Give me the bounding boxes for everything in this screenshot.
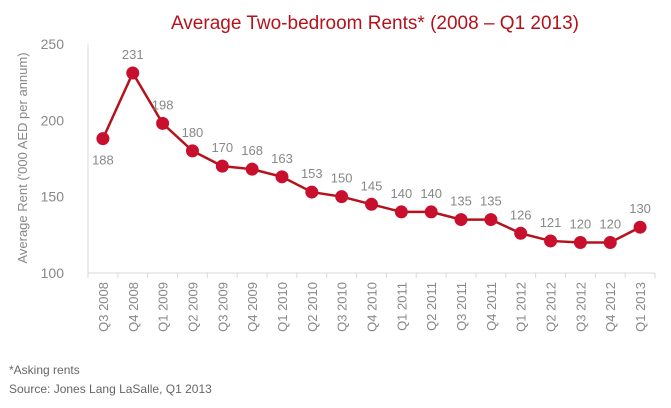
data-label: 170 <box>211 140 233 155</box>
x-tick-label: Q4 2010 <box>365 282 380 332</box>
x-tick-label: Q3 2010 <box>335 282 350 332</box>
x-tick-label: Q2 2010 <box>305 282 320 332</box>
x-tick-label: Q4 2008 <box>126 282 141 332</box>
data-label: 120 <box>570 216 592 231</box>
data-point <box>454 213 468 227</box>
x-tick-label: Q1 2013 <box>633 282 648 332</box>
y-axis-label: Average Rent ('000 AED per annum) <box>15 52 30 263</box>
x-tick-label: Q1 2012 <box>514 282 529 332</box>
y-tick-label: 200 <box>41 112 65 128</box>
data-label: 120 <box>599 216 621 231</box>
y-tick-label: 100 <box>41 265 65 281</box>
data-point <box>185 144 199 158</box>
data-label: 126 <box>510 207 532 222</box>
data-label: 168 <box>241 143 263 158</box>
data-label: 150 <box>331 171 353 186</box>
data-label: 140 <box>390 186 412 201</box>
data-label: 198 <box>152 97 174 112</box>
data-label: 140 <box>420 186 442 201</box>
data-point <box>245 162 259 176</box>
data-point <box>573 235 587 249</box>
x-tick-label: Q1 2011 <box>394 282 409 331</box>
x-tick-label: Q4 2012 <box>603 282 618 332</box>
data-point <box>394 205 408 219</box>
data-label: 153 <box>301 166 323 181</box>
data-label: 145 <box>361 178 383 193</box>
data-label: 121 <box>540 215 562 230</box>
data-point <box>156 116 170 130</box>
data-point <box>305 185 319 199</box>
footnote: *Asking rents <box>9 363 80 377</box>
data-point <box>633 220 647 234</box>
x-tick-label: Q3 2012 <box>573 282 588 332</box>
data-label: 130 <box>629 201 651 216</box>
x-tick-label: Q4 2009 <box>245 282 260 332</box>
y-tick-label: 250 <box>41 36 65 52</box>
data-point <box>126 66 140 80</box>
series-rent: 188 231 198 180 170 168 163 153 150 145 140 140 135 1… <box>92 47 651 249</box>
data-point <box>424 205 438 219</box>
data-point <box>96 132 110 146</box>
data-point <box>215 159 229 173</box>
data-point <box>484 213 498 227</box>
data-label: 180 <box>182 125 204 140</box>
x-tick-label: Q3 2008 <box>96 282 111 332</box>
data-point <box>544 234 558 248</box>
chart-title: Average Two-bedroom Rents* (2008 – Q1 20… <box>171 13 579 34</box>
data-point <box>275 170 289 184</box>
data-point <box>365 197 378 211</box>
x-tick-label: Q2 2009 <box>185 282 200 332</box>
x-tick-label: Q1 2009 <box>156 282 171 332</box>
data-point <box>514 226 528 240</box>
data-label: 135 <box>450 194 472 209</box>
x-tick-label: Q2 2011 <box>424 282 439 331</box>
x-tick-label: Q3 2009 <box>215 282 230 332</box>
data-label: 163 <box>271 151 293 166</box>
data-label: 135 <box>480 194 502 209</box>
rent-line-chart: Average Two-bedroom Rents* (2008 – Q1 20… <box>15 13 656 332</box>
y-tick-label: 150 <box>41 189 65 205</box>
data-point <box>603 235 617 249</box>
x-tick-label: Q2 2012 <box>544 282 559 332</box>
axes: 100 150 200 250 Q3 2008 Q4 2008 Q1 2009 Q2 2009… <box>41 36 656 332</box>
data-point <box>335 190 349 204</box>
x-tick-label: Q1 2010 <box>275 282 290 332</box>
x-tick-label: Q3 2011 <box>454 282 469 331</box>
data-label: 231 <box>122 47 144 62</box>
data-label: 188 <box>92 153 114 168</box>
x-tick-label: Q4 2011 <box>484 282 499 331</box>
source-note: Source: Jones Lang LaSalle, Q1 2013 <box>9 382 212 396</box>
